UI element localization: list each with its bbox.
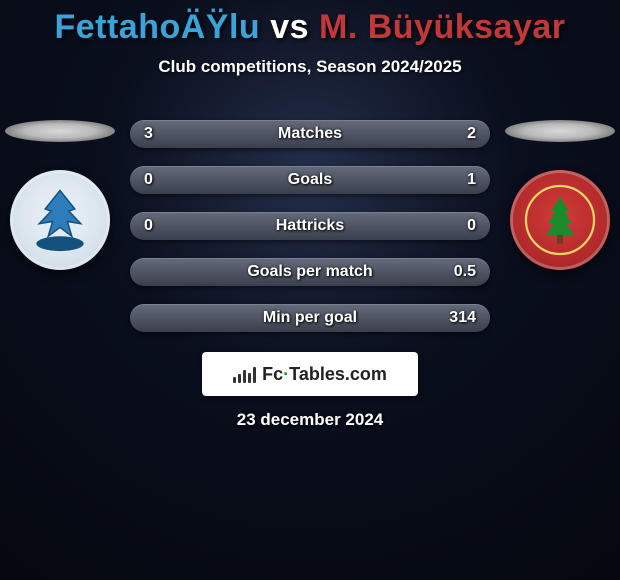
stat-right-value: 314 <box>449 304 476 332</box>
stat-right-value: 1 <box>467 166 476 194</box>
right-team-column <box>500 120 620 270</box>
stats-panel: 3 Matches 2 0 Goals 1 0 Hattricks 0 Goal… <box>130 120 490 332</box>
tree-icon <box>523 183 597 257</box>
left-team-column <box>0 120 120 270</box>
left-plinth <box>5 120 115 142</box>
title-vs: vs <box>270 8 309 47</box>
page-title: FettahoÄŸlu vs M. Büyüksayar <box>0 8 620 47</box>
umraniyespor-badge <box>510 170 610 270</box>
title-player1: FettahoÄŸlu <box>54 8 260 47</box>
stat-right-value: 0.5 <box>454 258 476 286</box>
stat-label: Hattricks <box>130 212 490 240</box>
stat-row-min-per-goal: Min per goal 314 <box>130 304 490 332</box>
erzurumspor-badge <box>10 170 110 270</box>
eagle-icon <box>23 183 97 257</box>
stat-row-goals-per-match: Goals per match 0.5 <box>130 258 490 286</box>
branding-text: Fc·Tables.com <box>262 364 387 385</box>
stat-row-goals: 0 Goals 1 <box>130 166 490 194</box>
date-text: 23 december 2024 <box>0 410 620 430</box>
stat-row-hattricks: 0 Hattricks 0 <box>130 212 490 240</box>
bar-chart-icon <box>233 365 256 383</box>
stat-right-value: 2 <box>467 120 476 148</box>
fctables-link[interactable]: Fc·Tables.com <box>202 352 418 396</box>
right-plinth <box>505 120 615 142</box>
stat-label: Matches <box>130 120 490 148</box>
stat-label: Goals per match <box>130 258 490 286</box>
subtitle: Club competitions, Season 2024/2025 <box>0 57 620 77</box>
stat-label: Goals <box>130 166 490 194</box>
title-player2: M. Büyüksayar <box>319 8 566 47</box>
stat-label: Min per goal <box>130 304 490 332</box>
stat-right-value: 0 <box>467 212 476 240</box>
stat-row-matches: 3 Matches 2 <box>130 120 490 148</box>
header-block: FettahoÄŸlu vs M. Büyüksayar Club compet… <box>0 0 620 77</box>
